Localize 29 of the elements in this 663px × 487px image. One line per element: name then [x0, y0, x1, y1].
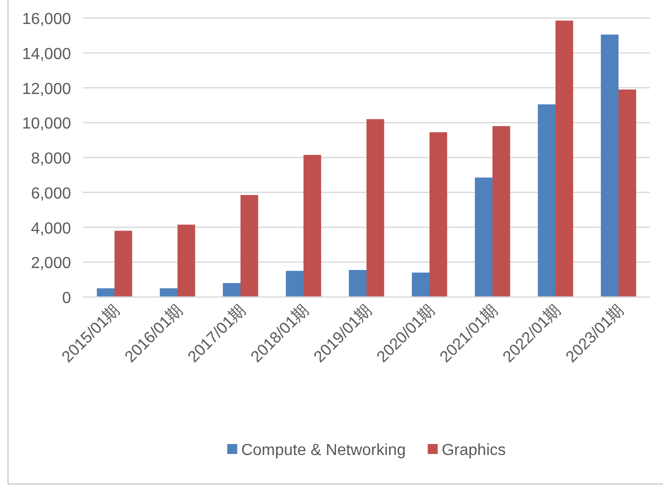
bar [178, 224, 196, 297]
bar [412, 272, 430, 297]
bar [618, 89, 636, 297]
bar [366, 119, 384, 297]
bar [304, 154, 322, 297]
bar [492, 126, 510, 297]
y-tick-label: 14,000 [22, 46, 72, 63]
bar [474, 178, 492, 297]
bar [160, 288, 178, 297]
bar [600, 34, 618, 297]
y-tick-label: 12,000 [22, 80, 72, 98]
bar [114, 230, 132, 297]
bar [430, 132, 448, 297]
y-tick-label: 8,000 [30, 150, 72, 168]
bar [222, 283, 240, 297]
y-tick-label: 16,000 [22, 11, 72, 28]
bar [556, 20, 574, 297]
y-tick-label: 0 [62, 290, 72, 307]
bar [240, 194, 258, 297]
bar [538, 104, 556, 297]
bar [96, 288, 114, 297]
y-tick-label: 4,000 [30, 220, 72, 238]
bar [286, 270, 304, 297]
y-tick-label: 6,000 [30, 185, 72, 202]
legend-label: Compute & Networking [241, 442, 406, 459]
y-tick-label: 2,000 [30, 255, 72, 272]
legend-label: Graphics [442, 442, 506, 459]
bar [348, 270, 366, 297]
y-tick-label: 10,000 [22, 116, 72, 133]
